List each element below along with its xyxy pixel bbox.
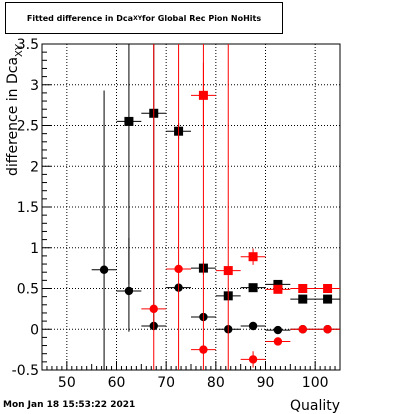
data-point-square bbox=[298, 294, 308, 304]
x-tick-label: 60 bbox=[108, 375, 126, 391]
y-tick-label: 1.5 bbox=[17, 200, 39, 216]
y-tick-label: 3.5 bbox=[17, 37, 39, 53]
data-point-circle bbox=[273, 325, 283, 335]
data-point-circle bbox=[149, 304, 158, 314]
x-tick-label: 100 bbox=[302, 375, 329, 391]
data-point-circle bbox=[99, 265, 109, 274]
plot-frame bbox=[41, 43, 341, 371]
data-point-circle bbox=[323, 325, 332, 334]
y-tick-label: 0 bbox=[30, 322, 39, 338]
data-point-square bbox=[323, 294, 333, 304]
data-point-circle bbox=[273, 337, 283, 346]
timestamp: Mon Jan 18 15:53:22 2021 bbox=[3, 400, 136, 410]
x-tick-label: 50 bbox=[58, 375, 76, 391]
series-3 bbox=[191, 44, 340, 370]
x-tick-label: 80 bbox=[207, 375, 225, 391]
data-point-square bbox=[298, 284, 308, 293]
y-axis-title-main: difference in Dca bbox=[5, 57, 21, 176]
axis-labels: -0.5 0 0.5 1 1.5 2 2.5 3 3.5 50 60 70 80 90 100 Quality… bbox=[5, 37, 340, 414]
data-point-circle bbox=[248, 355, 258, 364]
y-tick-label: 2.5 bbox=[17, 119, 39, 135]
data-point-square bbox=[323, 284, 333, 293]
y-tick-label: 1 bbox=[30, 241, 39, 257]
data-point-square bbox=[248, 252, 258, 262]
data-point-square bbox=[124, 116, 134, 126]
y-tick-label: -0.5 bbox=[12, 363, 39, 379]
y-axis-title-subscript: XY bbox=[14, 43, 25, 57]
chart-title-suffix: for Global Rec Pion NoHits bbox=[142, 13, 262, 23]
data-point-square bbox=[198, 90, 208, 100]
data-point-circle bbox=[199, 345, 208, 354]
axis-ticks bbox=[41, 43, 341, 371]
chart-title-prefix: Fitted difference in Dca bbox=[26, 13, 134, 23]
data-point-circle bbox=[248, 321, 258, 331]
x-tick-label: 70 bbox=[157, 375, 175, 391]
data-point-square bbox=[273, 284, 283, 294]
plot-border bbox=[41, 43, 341, 371]
series-2 bbox=[141, 44, 340, 370]
data-point-circle bbox=[298, 325, 307, 334]
x-axis-title: Quality bbox=[290, 398, 340, 414]
data-point-circle bbox=[174, 264, 183, 274]
y-axis-title: difference in DcaXY bbox=[5, 43, 25, 176]
y-tick-label: 3 bbox=[30, 78, 39, 94]
data-point-square bbox=[273, 279, 283, 289]
data-series bbox=[91, 44, 340, 370]
chart-title-box: Fitted difference in Dca XY for Global Re… bbox=[5, 2, 283, 34]
x-tick-label: 90 bbox=[257, 375, 275, 391]
y-tick-label: 2 bbox=[30, 159, 39, 175]
data-point-circle bbox=[124, 286, 134, 296]
grid bbox=[42, 43, 340, 371]
chart-title-subscript: XY bbox=[133, 14, 143, 22]
y-tick-label: 0.5 bbox=[17, 282, 39, 298]
data-point-square bbox=[223, 266, 233, 276]
chart-title: Fitted difference in Dca XY for Global Re… bbox=[6, 3, 282, 33]
data-point-square bbox=[248, 283, 258, 293]
